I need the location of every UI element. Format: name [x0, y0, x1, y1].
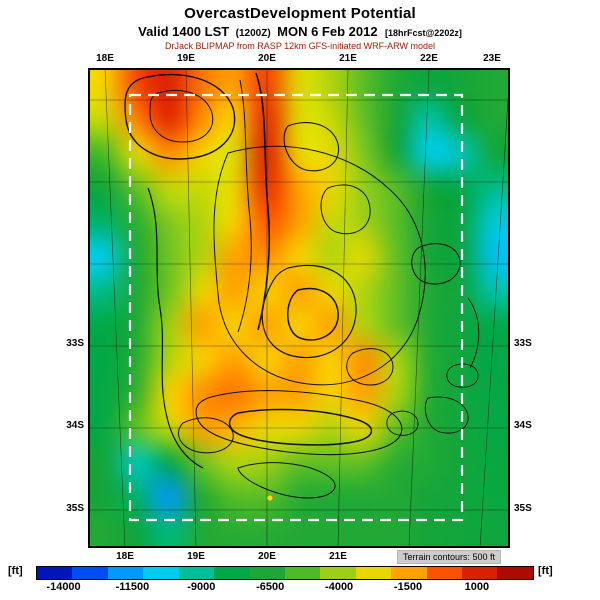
forecast-note: [18hrFcst@2202z]	[385, 28, 462, 38]
lat-tick-right-35s: 35S	[514, 503, 532, 514]
colorbar-tick-label: -9000	[187, 581, 216, 593]
lon-tick-top-22e: 22E	[420, 53, 438, 64]
colorbar-segment	[426, 567, 463, 579]
lon-tick-bottom-20e: 20E	[258, 551, 276, 562]
terrain-contours	[124, 72, 480, 499]
colorbar-tick-label: 1000	[464, 581, 490, 593]
colorbar-tick-label: -1500	[393, 581, 423, 593]
colorbar-segment	[214, 567, 250, 579]
lat-tick-left-34s: 34S	[66, 420, 84, 431]
map-overlay-svg	[88, 68, 510, 548]
colorbar-unit-left: [ft]	[8, 565, 23, 577]
page-title: OvercastDevelopment Potential	[184, 5, 416, 22]
valid-line: Valid 1400 LST (1200Z) MON 6 Feb 2012 [1…	[0, 23, 600, 41]
lat-tick-left-33s: 33S	[66, 338, 84, 349]
colorbar	[36, 566, 534, 580]
colorbar-segment	[143, 567, 179, 579]
site-marker	[266, 494, 274, 502]
colorbar-segment	[284, 567, 321, 579]
map-border	[88, 68, 510, 548]
colorbar-ticks: -14000 -11500 -9000 -6500 -4000 -1500 1000	[36, 581, 532, 595]
colorbar-segment	[497, 567, 533, 579]
colorbar-tick-label: -11500	[115, 581, 150, 593]
map-area	[88, 68, 510, 548]
lat-tick-right-34s: 34S	[514, 420, 532, 431]
valid-zulu: (1200Z)	[235, 28, 271, 39]
colorbar-tick-label: -6500	[256, 581, 285, 593]
lon-tick-top-18e: 18E	[96, 53, 114, 64]
valid-time: Valid 1400 LST	[138, 24, 230, 39]
valid-date: MON 6 Feb 2012	[277, 24, 378, 39]
colorbar-tick-label: -4000	[325, 581, 354, 593]
colorbar-segment	[249, 567, 285, 579]
terrain-contours-note: Terrain contours: 500 ft	[397, 550, 502, 564]
lon-tick-top-20e: 20E	[258, 53, 276, 64]
colorbar-segment	[355, 567, 392, 579]
lon-tick-bottom-18e: 18E	[116, 551, 134, 562]
colorbar-tick-label: -14000	[46, 581, 81, 593]
colorbar-unit-right: [ft]	[538, 565, 553, 577]
colorbar-segment	[320, 567, 356, 579]
colorbar-segment	[391, 567, 427, 579]
model-credit: DrJack BLIPMAP from RASP 12km GFS-initia…	[164, 41, 436, 51]
colorbar-segment	[37, 567, 73, 579]
lon-tick-top-23e: 23E	[483, 53, 501, 64]
colorbar-segment	[107, 567, 144, 579]
lon-tick-bottom-21e: 21E	[329, 551, 347, 562]
colorbar-segment	[462, 567, 498, 579]
lat-tick-right-33s: 33S	[514, 338, 532, 349]
colorbar-segment	[178, 567, 215, 579]
lat-tick-left-35s: 35S	[66, 503, 84, 514]
lon-tick-top-21e: 21E	[339, 53, 357, 64]
inner-domain-boundary	[128, 93, 464, 522]
graticule-lines	[88, 68, 510, 548]
lon-tick-bottom-19e: 19E	[187, 551, 205, 562]
lon-tick-top-19e: 19E	[177, 53, 195, 64]
colorbar-segment	[72, 567, 108, 579]
